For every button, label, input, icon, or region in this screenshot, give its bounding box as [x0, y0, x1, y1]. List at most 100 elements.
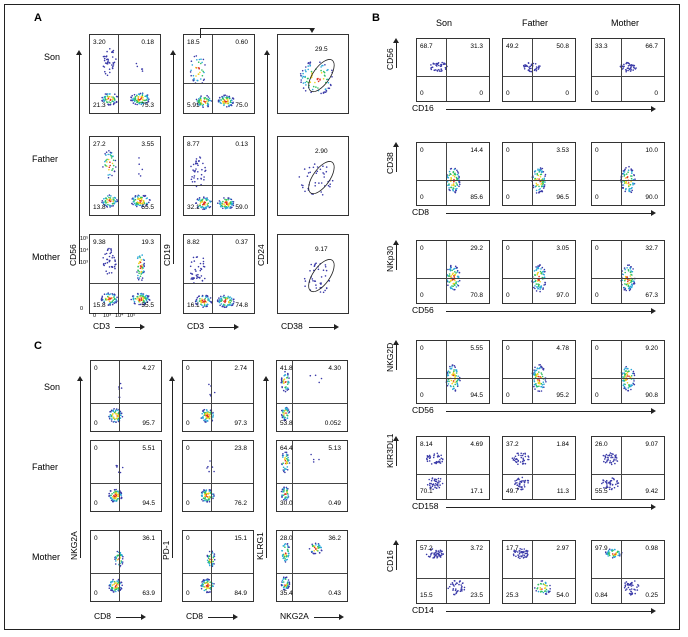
quadrant-vline [118, 137, 119, 215]
quadrant-value: 5.51 [142, 445, 155, 452]
quadrant-hline [184, 283, 254, 285]
plot-b-6-mother: 97.9 0.98 0.84 0.25 [591, 540, 665, 604]
quadrant-value: 10.0 [645, 147, 658, 154]
plot-c-3-son: 41.8 4.30 53.8 0.052 [276, 360, 348, 432]
quadrant-value: 4.30 [328, 365, 341, 372]
quadrant-value: 32.1 [187, 204, 200, 211]
plot-c-2-mother: 0 15.1 0 84.9 [182, 530, 254, 602]
quadrant-vline [445, 437, 447, 499]
quadrant-hline [91, 403, 161, 404]
a-col2-y-axis-label: CD19 [162, 244, 172, 266]
b-row4-x-axis-arrow [446, 408, 656, 414]
c-col2-y-axis-label: PD-1 [161, 540, 171, 560]
a-col2-y-axis-arrow [170, 50, 176, 264]
quadrant-hline [503, 76, 575, 78]
scatter-points [430, 61, 448, 72]
col-label-mother: Mother [611, 18, 640, 28]
plot-a-2-mother: 8.82 0.37 16.1 74.8 [183, 234, 255, 314]
a-y-tick: 10⁴ [80, 248, 89, 254]
quadrant-value: 17.1 [470, 488, 483, 495]
quadrant-value: 94.5 [470, 392, 483, 399]
plot-c-3-father: 64.4 5.13 30.0 0.49 [276, 440, 348, 512]
quadrant-value: 9.38 [93, 239, 106, 246]
quadrant-value: 49.7 [506, 488, 519, 495]
b-row1-x-axis-label: CD16 [412, 103, 434, 113]
quadrant-value: 66.7 [645, 43, 658, 50]
a-col1-x-axis-label: CD3 [93, 321, 111, 331]
quadrant-value: 8.77 [187, 141, 200, 148]
quadrant-hline [417, 378, 489, 380]
quadrant-hline [90, 283, 160, 285]
quadrant-vline [119, 361, 120, 431]
quadrant-value: 70.8 [470, 292, 483, 299]
quadrant-hline [592, 474, 664, 476]
row-label-mother: Mother [32, 252, 61, 262]
quadrant-vline [445, 143, 447, 205]
b-row1-y-axis-arrow [393, 38, 399, 68]
quadrant-value: 23.5 [470, 592, 483, 599]
quadrant-value: 27.2 [93, 141, 106, 148]
quadrant-value: 68.7 [420, 43, 433, 50]
a-col3-y-axis-arrow [264, 50, 270, 264]
quadrant-vline [531, 341, 533, 403]
plot-b-4-mother: 0 9.20 0 90.8 [591, 340, 665, 404]
quadrant-value: 35.4 [280, 590, 293, 597]
quadrant-value: 85.6 [470, 194, 483, 201]
quadrant-value: 0 [420, 147, 424, 154]
c-col1-y-axis-label: NKG2A [69, 531, 79, 560]
b-row6-x-axis-arrow [446, 608, 656, 614]
plot-c-1-son: 0 4.27 0 95.7 [90, 360, 162, 432]
scatter-points [280, 451, 320, 501]
quadrant-value: 14.4 [470, 147, 483, 154]
a-x-tick: 10³ [103, 313, 111, 319]
scatter-points [108, 464, 124, 503]
quadrant-hline [503, 180, 575, 182]
quadrant-value: 0 [94, 590, 98, 597]
quadrant-value: 0 [595, 147, 599, 154]
quadrant-value: 95.2 [556, 392, 569, 399]
quadrant-value: 74.8 [235, 302, 248, 309]
quadrant-value: 15.1 [234, 535, 247, 542]
b-row5-x-axis-label: CD158 [412, 501, 439, 511]
quadrant-value: 57.2 [420, 545, 433, 552]
b-row4-x-axis-label: CD56 [412, 405, 434, 415]
quadrant-value: 0 [595, 245, 599, 252]
quadrant-value: 9.07 [645, 441, 658, 448]
a-col1-x-axis-arrow [115, 324, 145, 330]
a-y-tick: 10³ [80, 260, 88, 266]
quadrant-hline [503, 474, 575, 476]
quadrant-value: 41.8 [280, 365, 293, 372]
plot-b-2-son: 0 14.4 0 85.6 [416, 142, 490, 206]
quadrant-value: 0 [506, 345, 510, 352]
b-row3-x-axis-label: CD56 [412, 305, 434, 315]
plot-b-4-son: 0 5.55 0 94.5 [416, 340, 490, 404]
quadrant-value: 63.9 [142, 590, 155, 597]
c-col1-x-axis-label: CD8 [94, 611, 112, 621]
scatter-points [604, 548, 640, 596]
quadrant-hline [184, 83, 254, 85]
quadrant-value: 0 [595, 392, 599, 399]
quadrant-value: 55.5 [141, 302, 154, 309]
gate-ellipse [308, 59, 335, 93]
quadrant-value: 97.9 [595, 545, 608, 552]
c-col2-x-axis-label: CD8 [186, 611, 204, 621]
quadrant-value: 5.55 [470, 345, 483, 352]
quadrant-value: 0.60 [235, 39, 248, 46]
quadrant-value: 28.0 [280, 535, 293, 542]
quadrant-value: 8.14 [420, 441, 433, 448]
a-col3-x-axis-label: CD38 [281, 321, 303, 331]
quadrant-hline [592, 378, 664, 380]
scatter-points [619, 61, 637, 73]
quadrant-value: 0.84 [595, 592, 608, 599]
gate-connector-line [200, 28, 312, 29]
scatter-points [445, 364, 461, 392]
gate-connector-left [200, 28, 201, 38]
quadrant-value: 0 [654, 90, 658, 97]
quadrant-value: 0 [420, 345, 424, 352]
quadrant-value: 30.0 [280, 500, 293, 507]
quadrant-value: 0 [420, 194, 424, 201]
quadrant-value: 97.0 [556, 292, 569, 299]
quadrant-value: 0 [186, 500, 190, 507]
quadrant-vline [620, 341, 622, 403]
quadrant-hline [183, 483, 253, 484]
